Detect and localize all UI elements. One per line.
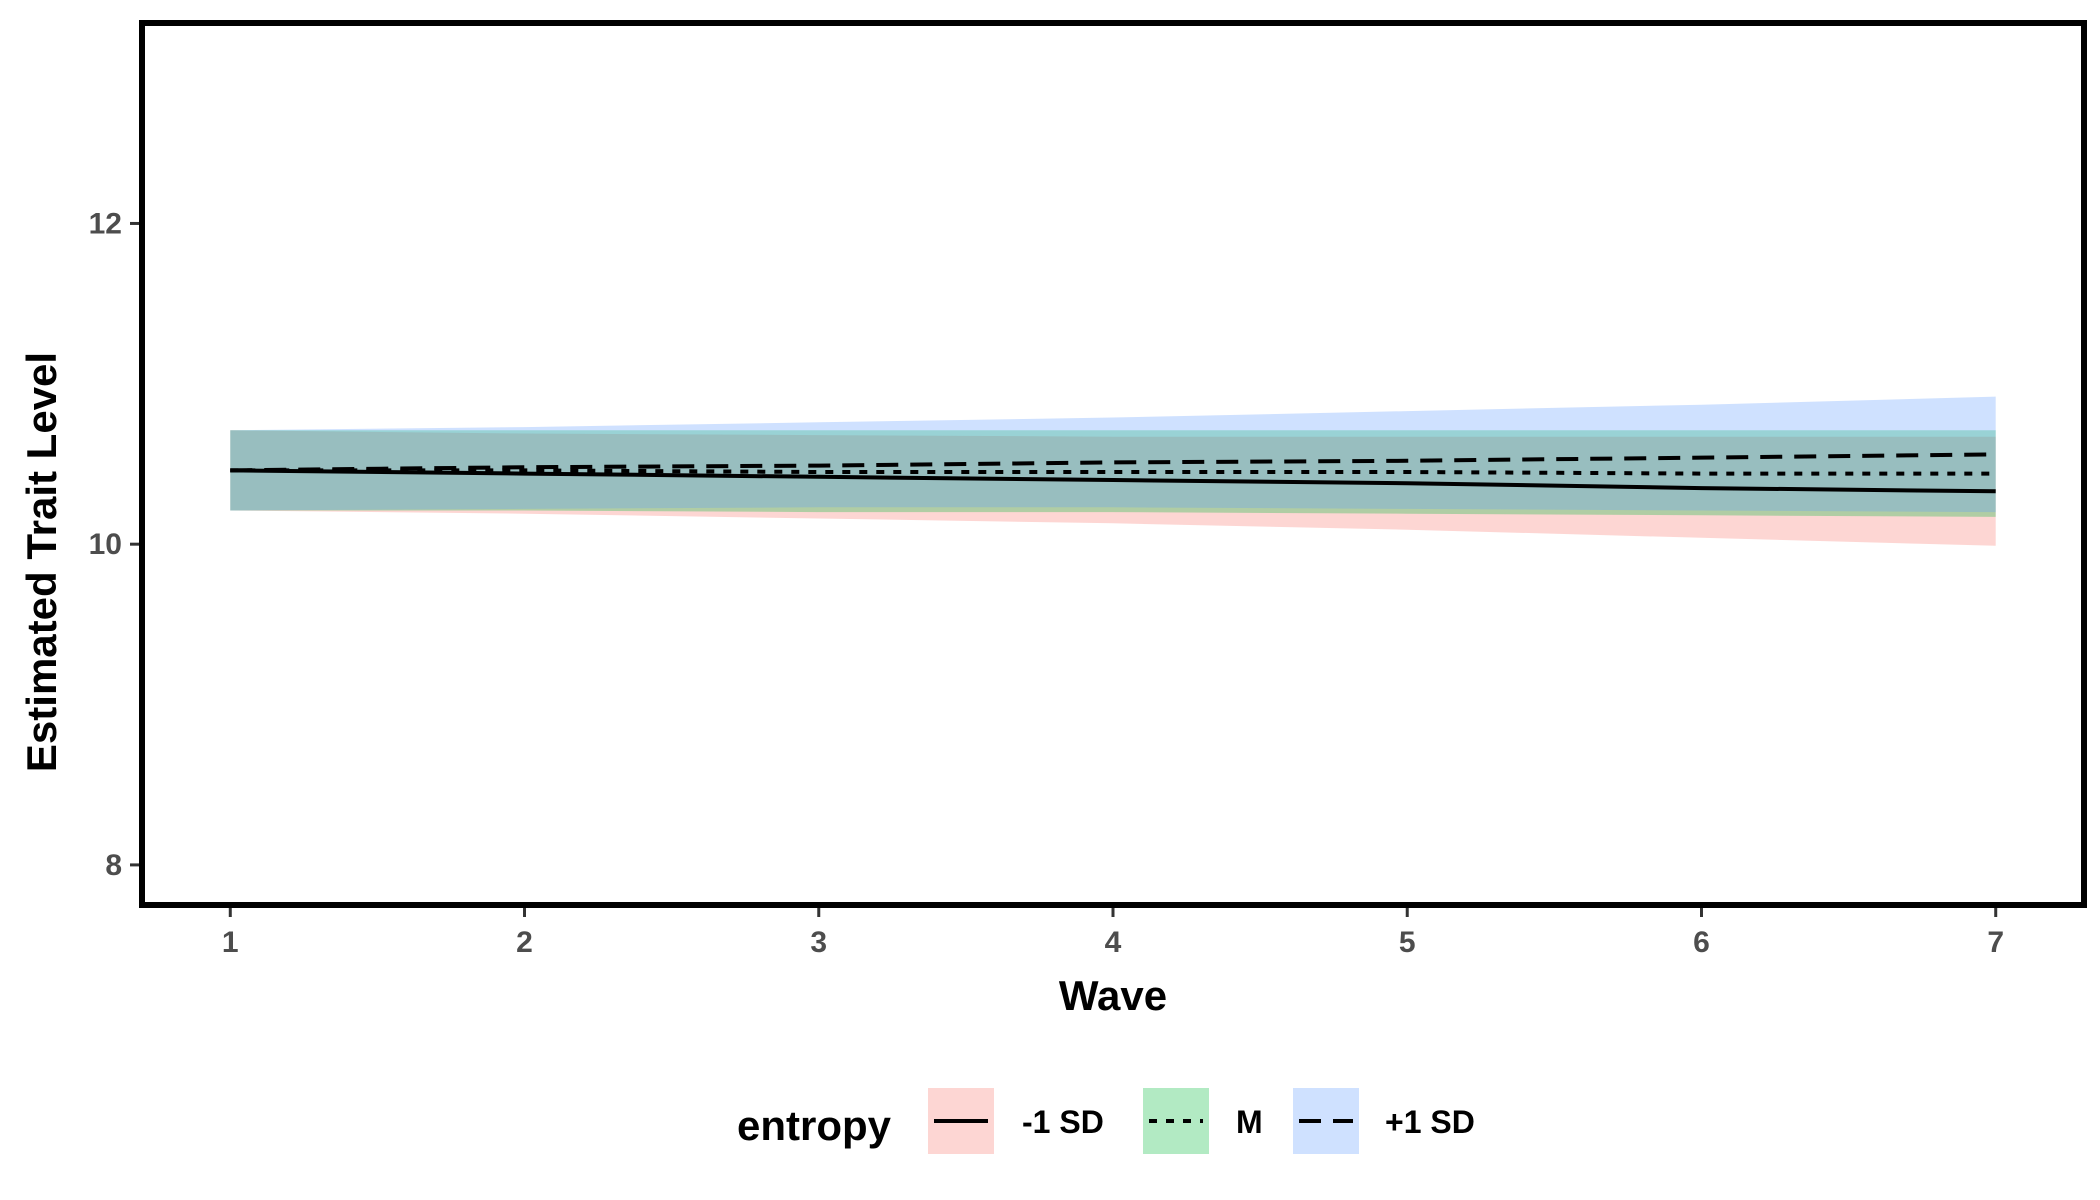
confidence-ribbons xyxy=(230,396,1996,546)
y-tick-label: 8 xyxy=(105,849,122,882)
x-tick-label: 5 xyxy=(1399,926,1416,959)
x-tick-label: 2 xyxy=(516,926,533,959)
x-axis: 1 2 3 4 5 6 7 xyxy=(222,908,2004,959)
series-line-0 xyxy=(230,468,1996,494)
y-axis-title: Estimated Trait Level xyxy=(18,352,65,772)
y-axis: 8 10 12 xyxy=(89,207,139,882)
legend-title: entropy xyxy=(737,1102,892,1149)
y-tick-label: 12 xyxy=(89,207,122,240)
x-tick-label: 1 xyxy=(222,926,239,959)
series-line-1 xyxy=(230,468,1996,476)
x-tick-label: 4 xyxy=(1105,926,1122,959)
legend-label-0: -1 SD xyxy=(1022,1104,1104,1140)
ribbon-2 xyxy=(230,396,1996,513)
legend-label-2: +1 SD xyxy=(1385,1104,1475,1140)
ribbon-0 xyxy=(230,430,1996,546)
x-axis-title: Wave xyxy=(1059,972,1167,1019)
x-tick-label: 7 xyxy=(1987,926,2004,959)
y-tick-label: 10 xyxy=(89,528,122,561)
ribbon-1 xyxy=(230,430,1996,517)
x-tick-label: 6 xyxy=(1693,926,1710,959)
legend-label-1: M xyxy=(1236,1104,1263,1140)
plot-panel-border xyxy=(139,20,2087,908)
legend: entropy -1 SD M +1 SD xyxy=(737,1088,1475,1154)
series-line-2 xyxy=(230,452,1996,473)
x-tick-label: 3 xyxy=(810,926,827,959)
series-lines xyxy=(230,452,1996,494)
